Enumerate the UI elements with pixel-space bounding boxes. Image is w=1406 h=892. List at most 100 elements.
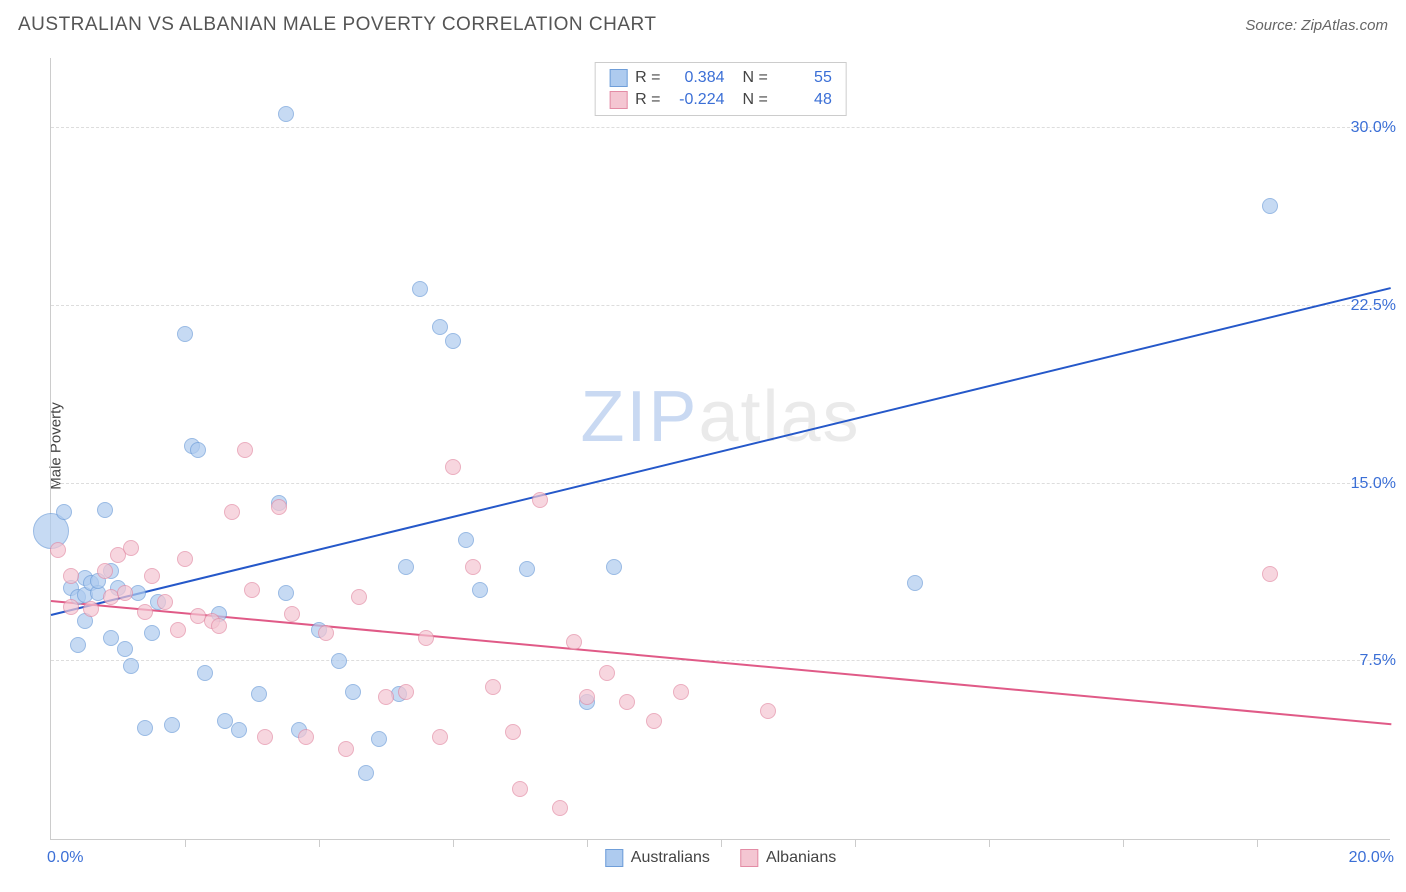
data-point — [103, 630, 119, 646]
data-point — [63, 568, 79, 584]
legend-r-value: -0.224 — [669, 91, 725, 109]
data-point — [398, 559, 414, 575]
data-point — [157, 594, 173, 610]
data-point — [465, 559, 481, 575]
data-point — [472, 582, 488, 598]
x-tick — [989, 839, 990, 847]
y-tick-label: 30.0% — [1351, 119, 1396, 137]
data-point — [673, 684, 689, 700]
data-point — [331, 653, 347, 669]
data-point — [646, 713, 662, 729]
data-point — [237, 442, 253, 458]
data-point — [371, 731, 387, 747]
data-point — [552, 800, 568, 816]
data-point — [164, 717, 180, 733]
legend-n-value: 48 — [776, 91, 832, 109]
y-tick-label: 22.5% — [1351, 297, 1396, 315]
data-point — [566, 634, 582, 650]
y-tick-label: 7.5% — [1360, 652, 1396, 670]
data-point — [579, 689, 595, 705]
data-point — [284, 606, 300, 622]
chart-source: Source: ZipAtlas.com — [1245, 17, 1388, 34]
x-tick — [855, 839, 856, 847]
data-point — [760, 703, 776, 719]
gridline — [51, 127, 1390, 128]
x-tick — [1257, 839, 1258, 847]
data-point — [190, 442, 206, 458]
data-point — [137, 604, 153, 620]
series-name: Albanians — [766, 849, 836, 867]
data-point — [445, 333, 461, 349]
data-point — [378, 689, 394, 705]
data-point — [97, 502, 113, 518]
data-point — [177, 551, 193, 567]
gridline — [51, 483, 1390, 484]
legend-r-value: 0.384 — [669, 69, 725, 87]
data-point — [170, 622, 186, 638]
x-tick — [453, 839, 454, 847]
data-point — [144, 625, 160, 641]
data-point — [257, 729, 273, 745]
data-point — [244, 582, 260, 598]
legend-swatch — [609, 69, 627, 87]
data-point — [251, 686, 267, 702]
data-point — [519, 561, 535, 577]
data-point — [619, 694, 635, 710]
data-point — [907, 575, 923, 591]
data-point — [432, 729, 448, 745]
data-point — [117, 641, 133, 657]
data-point — [137, 720, 153, 736]
legend-n-label: N = — [743, 69, 768, 87]
data-point — [1262, 198, 1278, 214]
data-point — [63, 599, 79, 615]
gridline — [51, 305, 1390, 306]
legend-swatch — [605, 849, 623, 867]
watermark: ZIPatlas — [580, 376, 860, 458]
data-point — [318, 625, 334, 641]
data-point — [211, 618, 227, 634]
data-point — [271, 499, 287, 515]
data-point — [50, 542, 66, 558]
legend-n-value: 55 — [776, 69, 832, 87]
data-point — [83, 601, 99, 617]
chart-title: AUSTRALIAN VS ALBANIAN MALE POVERTY CORR… — [18, 14, 657, 36]
data-point — [123, 540, 139, 556]
correlation-legend: R =0.384N =55R =-0.224N =48 — [594, 62, 847, 116]
data-point — [97, 563, 113, 579]
data-point — [418, 630, 434, 646]
data-point — [532, 492, 548, 508]
legend-row: R =0.384N =55 — [609, 67, 832, 89]
data-point — [117, 585, 133, 601]
data-point — [144, 568, 160, 584]
x-axis-min: 0.0% — [47, 849, 83, 867]
trendline — [51, 600, 1391, 725]
x-tick — [721, 839, 722, 847]
data-point — [398, 684, 414, 700]
data-point — [351, 589, 367, 605]
data-point — [278, 106, 294, 122]
x-tick — [185, 839, 186, 847]
data-point — [123, 658, 139, 674]
legend-r-label: R = — [635, 91, 660, 109]
series-legend: Australians Albanians — [605, 849, 836, 867]
x-axis-max: 20.0% — [1349, 849, 1394, 867]
data-point — [445, 459, 461, 475]
data-point — [345, 684, 361, 700]
data-point — [231, 722, 247, 738]
data-point — [432, 319, 448, 335]
data-point — [358, 765, 374, 781]
series-name: Australians — [631, 849, 710, 867]
data-point — [278, 585, 294, 601]
data-point — [338, 741, 354, 757]
legend-row: R =-0.224N =48 — [609, 89, 832, 111]
legend-item: Albanians — [740, 849, 836, 867]
data-point — [512, 781, 528, 797]
data-point — [224, 504, 240, 520]
legend-item: Australians — [605, 849, 710, 867]
data-point — [177, 326, 193, 342]
x-tick — [587, 839, 588, 847]
scatter-plot-area: ZIPatlas R =0.384N =55R =-0.224N =48 Aus… — [50, 58, 1390, 840]
data-point — [458, 532, 474, 548]
y-tick-label: 15.0% — [1351, 475, 1396, 493]
data-point — [606, 559, 622, 575]
